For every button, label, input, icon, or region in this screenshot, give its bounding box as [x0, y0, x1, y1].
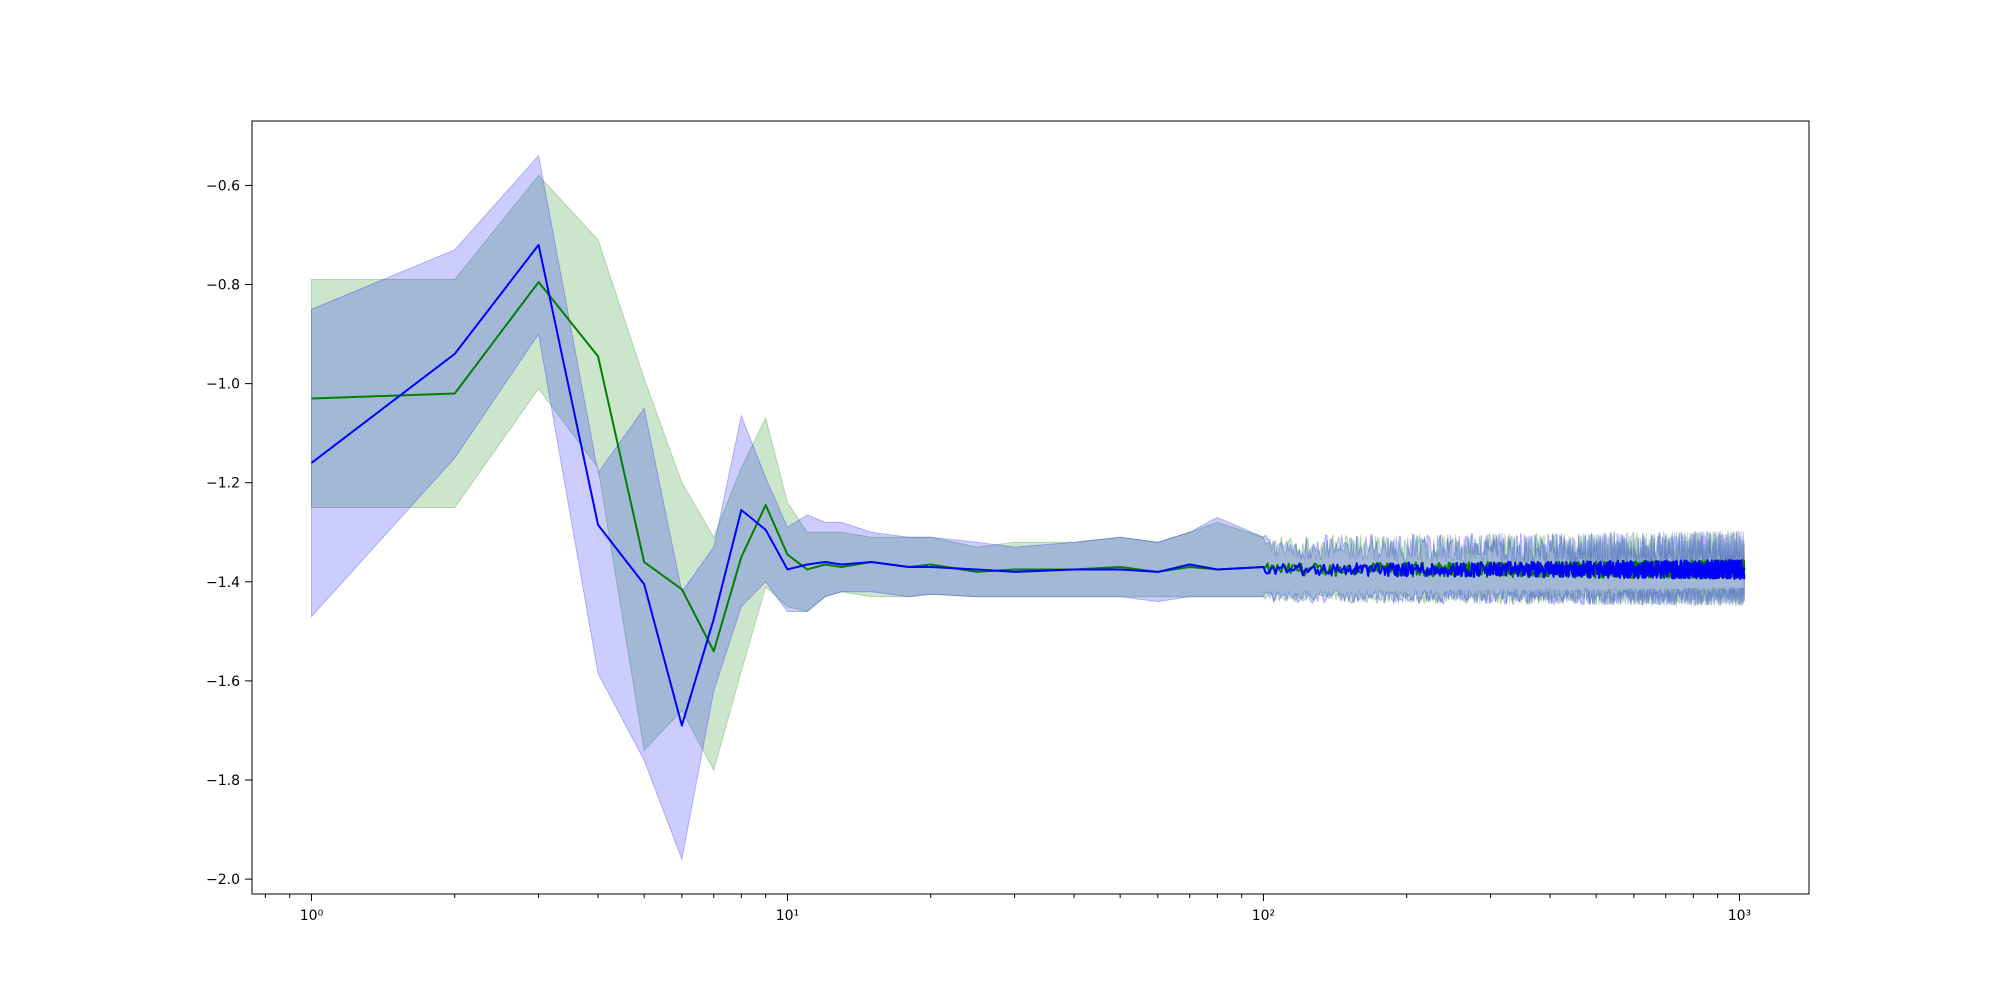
- x-tick-label: 10⁰: [300, 908, 324, 924]
- y-tick-label: −0.8: [206, 278, 240, 294]
- y-tick-label: −1.4: [206, 575, 240, 591]
- plot-frame: [251, 120, 1810, 895]
- y-axis: −0.6 −0.8 −1.0 −1.2 −1.4 −1.6 −1.8 −2.0: [206, 178, 252, 888]
- band-series-1: [310, 174, 1745, 772]
- y-tick-label: −1.2: [206, 476, 240, 492]
- y-tick-label: −2.0: [206, 872, 240, 888]
- line-series-2: [310, 243, 1746, 727]
- x-tick-label: 10²: [1252, 908, 1275, 924]
- y-tick-label: −0.6: [206, 178, 240, 194]
- series-lines: [310, 243, 1746, 727]
- x-axis: 10⁰ 10¹ 10² 10³: [264, 894, 1751, 924]
- y-tick-label: −1.8: [206, 773, 240, 789]
- x-tick-label: 10¹: [776, 908, 799, 924]
- y-tick-label: −1.6: [206, 674, 240, 690]
- y-tick-label: −1.0: [206, 377, 240, 393]
- x-tick-label: 10³: [1728, 908, 1751, 924]
